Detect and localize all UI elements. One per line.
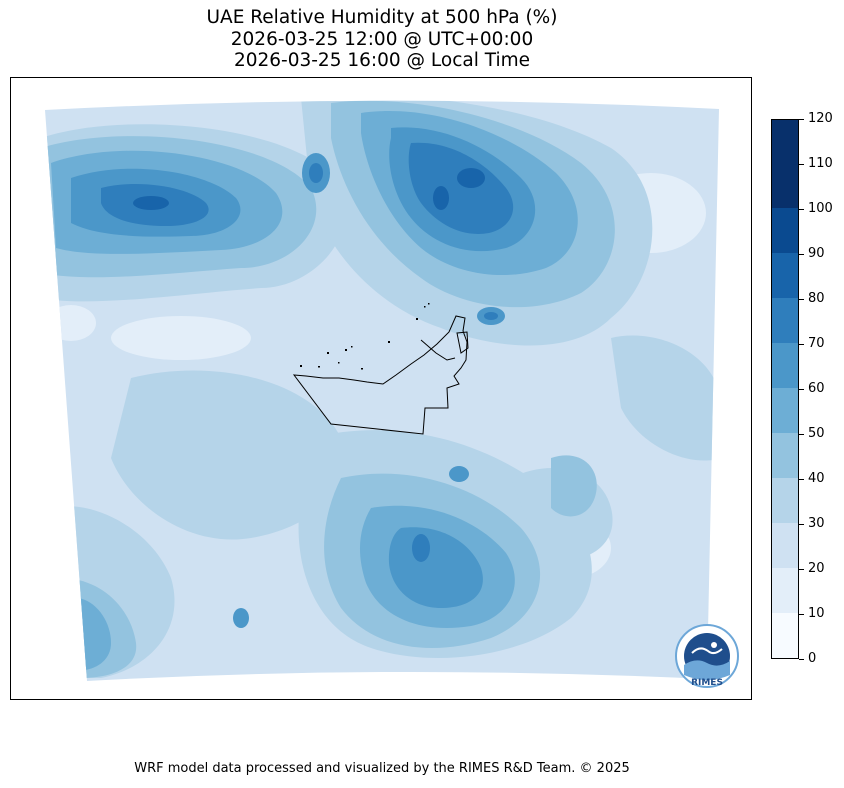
colorbar — [771, 119, 799, 659]
colorbar-tick-mark — [799, 388, 804, 390]
colorbar-tick-label: 110 — [808, 156, 833, 171]
uae-islands — [300, 303, 430, 370]
colorbar-tick-mark — [799, 658, 804, 660]
colorbar-tick-mark — [799, 613, 804, 615]
colorbar-tick-mark — [799, 253, 804, 255]
title-line-2: 2026-03-25 12:00 @ UTC+00:00 — [230, 28, 534, 50]
colorbar-segment — [772, 477, 798, 523]
colorbar-tick-label: 60 — [808, 381, 825, 396]
colorbar-segment — [772, 207, 798, 253]
colorbar-tick-mark — [799, 298, 804, 300]
colorbar-tick-label: 120 — [808, 111, 833, 126]
map-area: RIMES — [10, 77, 752, 700]
colorbar-tick-label: 100 — [808, 201, 833, 216]
colorbar-tick-mark — [799, 523, 804, 525]
colorbar-tick-mark — [799, 118, 804, 120]
colorbar-tick-label: 0 — [808, 651, 817, 666]
colorbar-tick-mark — [799, 433, 804, 435]
colorbar-segment — [772, 387, 798, 433]
rimes-logo-icon — [675, 624, 739, 688]
title-line-1: UAE Relative Humidity at 500 hPa (%) — [206, 7, 558, 28]
colorbar-tick-label: 70 — [808, 336, 825, 351]
colorbar-tick-mark — [799, 568, 804, 570]
colorbar-segment — [772, 432, 798, 478]
colorbar-tick-mark — [799, 163, 804, 165]
uae-boundary — [292, 315, 469, 435]
colorbar-tick-mark — [799, 208, 804, 210]
colorbar-segment — [772, 612, 798, 658]
colorbar-tick-label: 50 — [808, 426, 825, 441]
colorbar-segment — [772, 162, 798, 208]
colorbar-segment — [772, 120, 798, 163]
colorbar-tick-mark — [799, 478, 804, 480]
colorbar-tick-label: 20 — [808, 561, 825, 576]
colorbar-segment — [772, 252, 798, 298]
colorbar-segment — [772, 522, 798, 568]
colorbar-tick-mark — [799, 343, 804, 345]
rimes-logo-text: RIMES — [691, 678, 723, 688]
colorbar-segment — [772, 567, 798, 613]
colorbar-segment — [772, 297, 798, 343]
colorbar-tick-label: 30 — [808, 516, 825, 531]
colorbar-tick-label: 10 — [808, 606, 825, 621]
humidity-contours — [45, 100, 719, 681]
band-80-90 — [133, 168, 485, 210]
title-line-3: 2026-03-25 16:00 @ Local Time — [233, 50, 531, 71]
colorbar-tick-label: 40 — [808, 471, 825, 486]
map-title: UAE Relative Humidity at 500 hPa (%) 202… — [0, 7, 764, 72]
colorbar-tick-label: 90 — [808, 246, 825, 261]
footer-credit: WRF model data processed and visualized … — [134, 761, 630, 776]
colorbar-tick-label: 80 — [808, 291, 825, 306]
colorbar-segment — [772, 342, 798, 388]
humidity-field — [45, 100, 719, 681]
